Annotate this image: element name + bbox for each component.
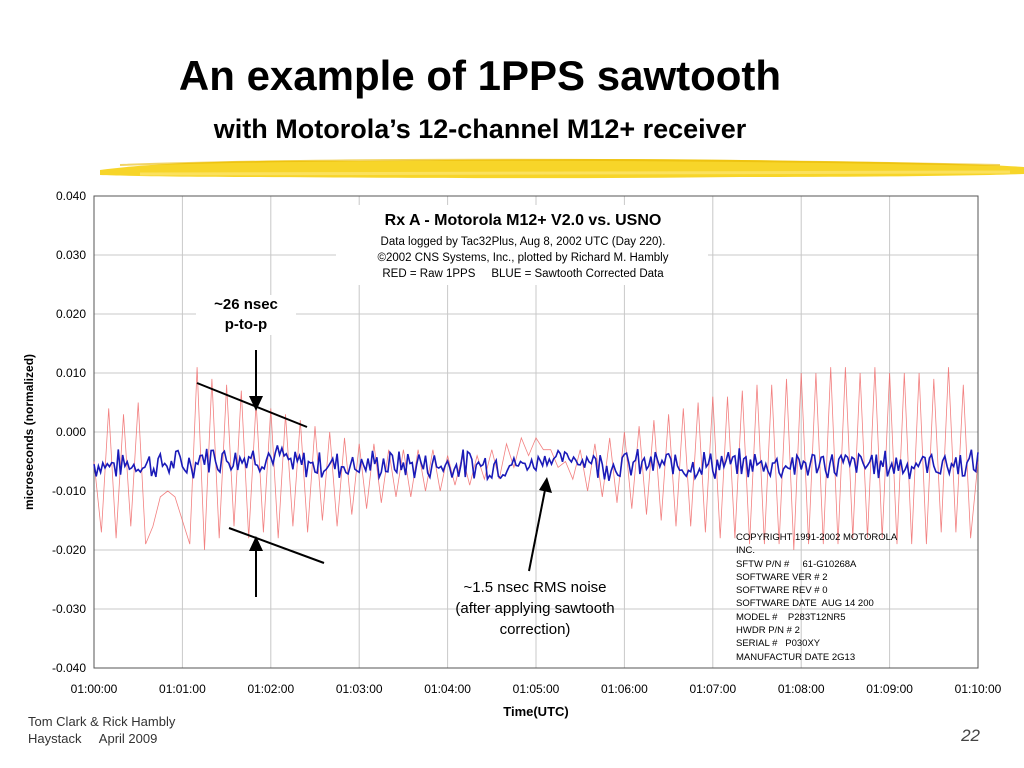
ptp-lower-line (228, 527, 325, 564)
highlighter-stroke (100, 150, 1024, 184)
annotation-line: correction) (499, 621, 571, 638)
arrow-up-head (249, 536, 263, 551)
page-number: 22 (961, 726, 980, 745)
x-tick-label: 01:06:00 (601, 682, 648, 696)
highlighter-streak (139, 170, 1011, 176)
chart-subtitle-line-1: Data logged by Tac32Plus, Aug 8, 2002 UT… (381, 236, 666, 248)
chart-subtitle-line-3: RED = Raw 1PPS BLUE = Sawtooth Corrected… (382, 268, 664, 280)
y-tick-label: -0.030 (52, 602, 86, 616)
annotation-line: ~26 nsec (214, 296, 278, 313)
y-tick-label: 0.040 (56, 189, 86, 203)
footer-venue: Haystack April 2009 (28, 731, 158, 746)
x-tick-label: 01:03:00 (336, 682, 383, 696)
info-line: MODEL # P283T12NR5 (736, 611, 846, 623)
info-line: SFTW P/N # 61-G10268A (736, 558, 857, 570)
info-line: MANUFACTUR DATE 2G13 (736, 651, 856, 663)
x-tick-label: 01:05:00 (513, 682, 560, 696)
info-line: SOFTWARE DATE AUG 14 200 (736, 598, 874, 610)
ptp-upper-line (196, 382, 308, 428)
chart-title: Rx A - Motorola M12+ V2.0 vs. USNO (385, 212, 662, 229)
chart-subtitle-line-2: ©2002 CNS Systems, Inc., plotted by Rich… (378, 252, 669, 264)
x-axis-label: Time(UTC) (503, 704, 568, 719)
info-line: SERIAL # P030XY (736, 638, 821, 650)
y-tick-label: -0.040 (52, 661, 86, 675)
y-tick-label: 0.010 (56, 366, 86, 380)
firmware-info-box: COPYRIGHT 1991-2002 MOTOROLA INC. SFTW P… (736, 531, 936, 664)
info-line: HWDR P/N # 2 (736, 625, 800, 637)
raw-1pps-series (93, 367, 979, 551)
footer-authors: Tom Clark & Rick Hambly (28, 714, 176, 729)
info-line: COPYRIGHT 1991-2002 MOTOROLA (736, 532, 898, 543)
annotation-line: (after applying sawtooth (455, 600, 615, 617)
rms-noise-annotation: ~1.5 nsec RMS noise (after applying sawt… (415, 577, 655, 640)
slide-title: An example of 1PPS sawtooth (178, 52, 782, 99)
info-line: SOFTWARE VER # 2 (736, 571, 828, 583)
peak-to-peak-annotation: ~26 nsec p-to-p (196, 295, 296, 335)
arrow-down-head (249, 396, 263, 411)
x-tick-label: 01:10:00 (955, 682, 1002, 696)
plot-frame (93, 195, 979, 669)
y-axis-label: microseconds (normalized) (22, 354, 36, 510)
y-tick-label: -0.020 (52, 543, 86, 557)
chart-title-backdrop (336, 205, 708, 285)
arrow-rms-shaft (528, 489, 546, 572)
x-tick-label: 01:09:00 (866, 682, 913, 696)
annotation-line: ~1.5 nsec RMS noise (463, 579, 607, 596)
arrow-rms-head (539, 477, 552, 493)
info-line: INC. (736, 545, 755, 557)
y-tick-label: -0.010 (52, 484, 86, 498)
x-tick-label: 01:07:00 (689, 682, 736, 696)
highlighter-streak (119, 158, 1001, 166)
y-tick-label: 0.020 (56, 307, 86, 321)
sawtooth-corrected-series (93, 445, 979, 482)
x-tick-label: 01:00:00 (71, 682, 118, 696)
x-tick-label: 01:01:00 (159, 682, 206, 696)
y-tick-label: 0.030 (56, 248, 86, 262)
y-tick-label: 0.000 (56, 425, 86, 439)
x-tick-label: 01:04:00 (424, 682, 471, 696)
x-tick-labels: 01:00:00 01:01:00 01:02:00 01:03:00 01:04:00… (71, 682, 1002, 696)
y-tick-labels: 0.040 0.030 0.020 0.010 0.000 -0.010 -0.020 -0.… (52, 189, 86, 675)
info-line: SOFTWARE REV # 0 (736, 585, 828, 597)
slide-subtitle: with Motorola’s 12-channel M12+ receiver (213, 114, 747, 144)
x-tick-label: 01:02:00 (247, 682, 294, 696)
x-tick-label: 01:08:00 (778, 682, 825, 696)
annotation-line: p-to-p (224, 316, 268, 333)
